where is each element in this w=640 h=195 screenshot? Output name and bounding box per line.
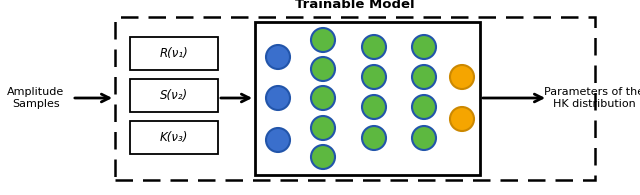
Circle shape (362, 126, 386, 150)
Circle shape (450, 65, 474, 89)
Bar (115, 17, 595, 180)
Circle shape (362, 65, 386, 89)
Circle shape (311, 28, 335, 52)
Text: S(ν₂): S(ν₂) (160, 89, 188, 102)
Bar (255, 22, 480, 175)
Text: R(ν₁): R(ν₁) (159, 47, 188, 60)
Circle shape (412, 95, 436, 119)
Text: Amplitude
Samples: Amplitude Samples (8, 87, 65, 109)
Circle shape (450, 107, 474, 131)
Text: Parameters of the
HK distribution: Parameters of the HK distribution (544, 87, 640, 109)
Circle shape (412, 65, 436, 89)
Circle shape (266, 45, 290, 69)
Text: K(ν₃): K(ν₃) (160, 131, 188, 144)
Circle shape (412, 126, 436, 150)
Circle shape (311, 57, 335, 81)
Bar (130, 79, 218, 112)
Circle shape (311, 145, 335, 169)
Bar (130, 121, 218, 154)
Circle shape (412, 35, 436, 59)
Circle shape (362, 95, 386, 119)
Circle shape (266, 128, 290, 152)
Bar (130, 37, 218, 70)
Circle shape (311, 116, 335, 140)
Text: Trainable Model: Trainable Model (295, 0, 415, 11)
Circle shape (266, 86, 290, 110)
Circle shape (362, 35, 386, 59)
Circle shape (311, 86, 335, 110)
